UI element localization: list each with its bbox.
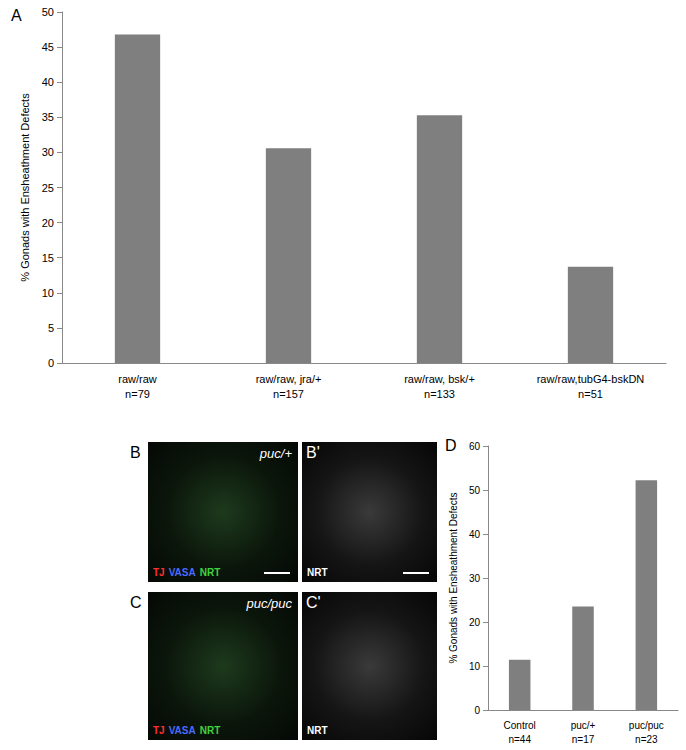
- svg-text:puc/puc: puc/puc: [629, 720, 664, 731]
- svg-text:n=157: n=157: [273, 388, 304, 400]
- html-text:puc/+: puc/+: [259, 446, 292, 461]
- svg-text:n=17: n=17: [572, 734, 595, 745]
- html-text:C': C': [306, 594, 321, 611]
- svg-text:0: 0: [48, 357, 54, 369]
- svg-text:D: D: [445, 437, 457, 454]
- svg-text:20: 20: [42, 217, 54, 229]
- svg-text:n=23: n=23: [635, 734, 658, 745]
- svg-text:35: 35: [42, 111, 54, 123]
- svg-text:raw/raw, bsk/+: raw/raw, bsk/+: [404, 373, 475, 385]
- svg-text:50: 50: [469, 485, 481, 496]
- svg-text:Control: Control: [504, 720, 536, 731]
- svg-text:40: 40: [469, 529, 481, 540]
- svg-text:15: 15: [42, 252, 54, 264]
- svg-text:raw/raw, jra/+: raw/raw, jra/+: [256, 373, 322, 385]
- svg-text:0: 0: [474, 705, 480, 716]
- svg-text:n=51: n=51: [578, 388, 603, 400]
- html-text:B: B: [130, 444, 141, 461]
- svg-text:A: A: [11, 7, 22, 24]
- svg-text:n=79: n=79: [125, 388, 150, 400]
- svg-text:40: 40: [42, 76, 54, 88]
- svg-text:n=44: n=44: [508, 734, 531, 745]
- html-text:C: C: [130, 594, 142, 611]
- svg-text:5: 5: [48, 322, 54, 334]
- svg-text:60: 60: [469, 441, 481, 452]
- svg-text:25: 25: [42, 182, 54, 194]
- html-text:puc/puc: puc/puc: [246, 596, 292, 611]
- html-text:TJ VASA NRT: TJ VASA NRT: [153, 725, 221, 736]
- svg-text:n=133: n=133: [424, 388, 455, 400]
- html-text:TJ VASA NRT: TJ VASA NRT: [153, 567, 221, 578]
- svg-text:45: 45: [42, 41, 54, 53]
- svg-text:raw/raw: raw/raw: [118, 373, 157, 385]
- svg-text:raw/raw,tubG4-bskDN: raw/raw,tubG4-bskDN: [537, 373, 645, 385]
- svg-text:50: 50: [42, 6, 54, 18]
- svg-text:puc/+: puc/+: [571, 720, 596, 731]
- svg-text:10: 10: [469, 661, 481, 672]
- svg-text:10: 10: [42, 287, 54, 299]
- html-text:NRT: NRT: [307, 567, 328, 578]
- svg-text:% Gonads with Ensheathment Def: % Gonads with Ensheathment Defects: [448, 492, 459, 663]
- html-text:B': B': [306, 444, 320, 461]
- html-text:NRT: NRT: [307, 725, 328, 736]
- svg-text:20: 20: [469, 617, 481, 628]
- svg-text:% Gonads with Ensheathment Def: % Gonads with Ensheathment Defects: [19, 93, 31, 282]
- svg-text:30: 30: [42, 146, 54, 158]
- svg-text:30: 30: [469, 573, 481, 584]
